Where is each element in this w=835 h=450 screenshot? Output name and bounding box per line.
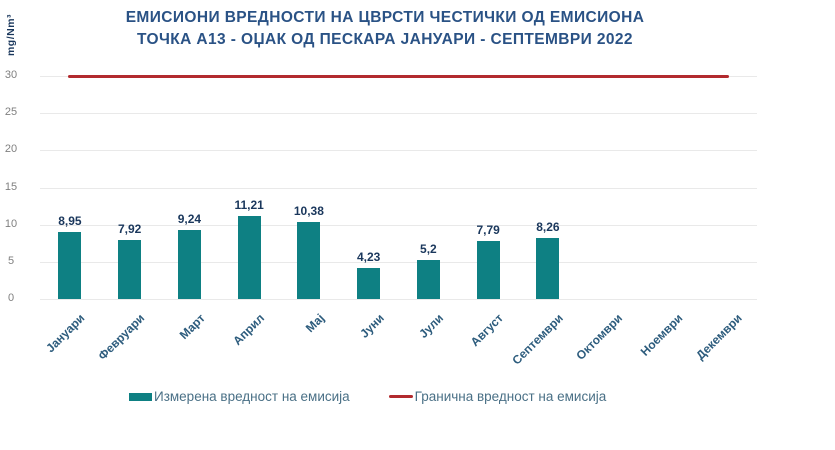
bar-value-label-Август: 7,79 <box>476 223 500 238</box>
legend-item-measured: Измерена вредност на емисија <box>129 389 350 404</box>
bar-Мај <box>297 221 321 299</box>
y-tick-label-5: 5 <box>7 254 15 267</box>
x-axis-label-Јуни: Јуни <box>356 311 387 341</box>
gridline-5 <box>40 261 757 263</box>
bar-Август <box>476 241 500 299</box>
gridline-20 <box>40 150 757 152</box>
x-axis-label-Февруари: Февруари <box>95 311 148 363</box>
bar-Април <box>237 215 261 299</box>
x-axis-label-Декември: Декември <box>693 311 746 363</box>
x-axis-label-Јануари: Јануари <box>43 311 88 356</box>
bar-Март <box>177 230 201 299</box>
x-axis-label-Октомври: Октомври <box>573 311 626 363</box>
chart-title-line1: ЕМИСИОНИ ВРЕДНОСТИ НА ЦВРСТИ ЧЕСТИЧКИ ОД… <box>125 9 645 26</box>
gridline-15 <box>40 187 757 189</box>
legend-item-limit: Гранична вредност на емисија <box>388 389 607 404</box>
y-tick-label-15: 15 <box>4 180 18 193</box>
bar-Февруари <box>118 240 142 299</box>
bar-value-label-Септември: 8,26 <box>536 219 560 234</box>
bar-value-label-Јули: 5,2 <box>420 242 437 257</box>
chart-title-line2: ТОЧКА А13 - ОЏАК ОД ПЕСКАРА ЈАНУАРИ - СЕ… <box>137 31 633 48</box>
x-axis-label-Март: Март <box>176 311 208 343</box>
bar-Јули <box>416 260 440 299</box>
bar-Јануари <box>58 232 82 299</box>
y-tick-label-20: 20 <box>4 143 18 156</box>
bar-Јуни <box>357 267 381 299</box>
x-axis-label-Август: Август <box>467 311 507 350</box>
bar-value-label-Април: 11,21 <box>234 197 264 212</box>
gridline-25 <box>40 113 757 115</box>
legend-measured-label: Измерена вредност на емисија <box>154 389 350 404</box>
legend-measured-swatch-icon <box>129 392 152 401</box>
bar-Септември <box>536 237 560 299</box>
gridline-0 <box>40 299 757 300</box>
x-axis-label-Ноември: Ноември <box>637 311 686 359</box>
y-tick-label-10: 10 <box>4 217 18 230</box>
y-tick-label-30: 30 <box>4 69 18 81</box>
bar-value-label-Јануари: 8,95 <box>58 214 82 229</box>
x-axis-label-Мај: Мај <box>302 311 327 336</box>
y-tick-label-25: 25 <box>4 106 18 119</box>
bar-value-label-Март: 9,24 <box>177 212 202 227</box>
legend-limit-label: Гранична вредност на емисија <box>414 389 607 404</box>
y-tick-label-0: 0 <box>7 292 15 304</box>
limit-line <box>67 74 730 78</box>
x-axis-label-Септември: Септември <box>509 311 566 368</box>
x-axis-label-Јули: Јули <box>416 311 447 341</box>
chart-title: ЕМИСИОНИ ВРЕДНОСТИ НА ЦВРСТИ ЧЕСТИЧКИ ОД… <box>0 7 770 51</box>
bar-value-label-Јуни: 4,23 <box>356 249 381 264</box>
legend-limit-swatch-icon <box>388 395 413 398</box>
legend: Измерена вредност на емисија Гранична вр… <box>129 389 606 404</box>
x-axis-label-Април: Април <box>230 311 268 348</box>
bar-value-label-Февруари: 7,92 <box>117 222 142 237</box>
gridline-10 <box>40 224 757 226</box>
bar-value-label-Мај: 10,38 <box>293 203 324 218</box>
